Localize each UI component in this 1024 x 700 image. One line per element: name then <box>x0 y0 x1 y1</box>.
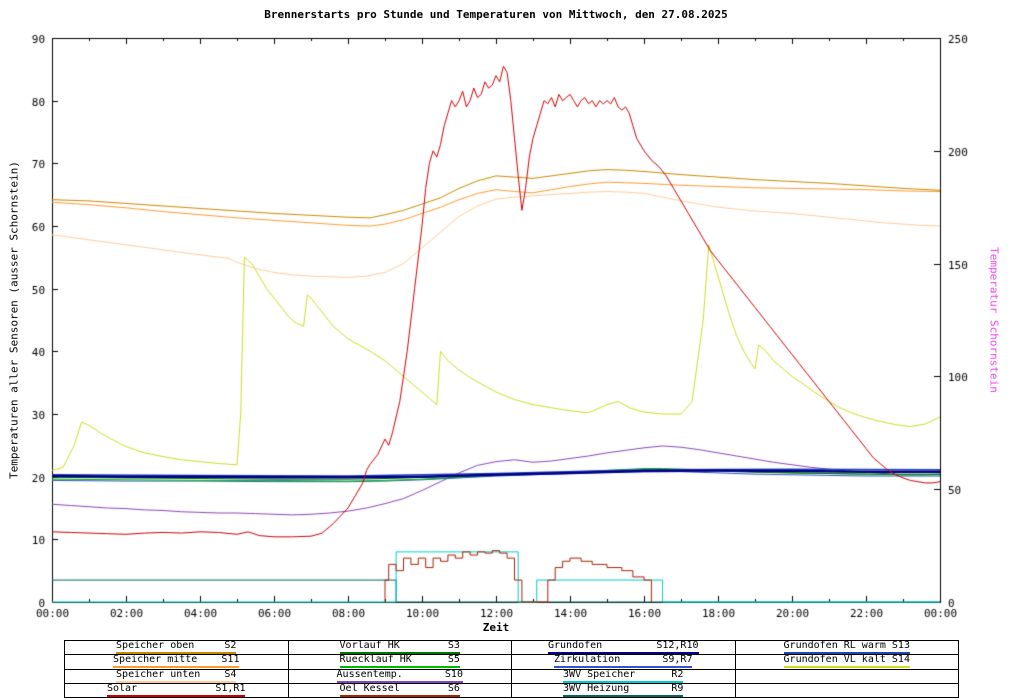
legend-item-empty <box>735 683 959 698</box>
legend-item-label: Ruecklauf HK S5 <box>339 655 460 666</box>
legend-item-label: Solar S1,R1 <box>107 683 246 694</box>
legend-item-label: Grundofen RL warm S13 <box>783 641 910 652</box>
legend-item-color-line <box>563 694 684 697</box>
legend-item: Grundofen S12,R10 <box>512 641 736 656</box>
legend-item: Grundofen VL kalt S14 <box>735 655 959 670</box>
legend-item: Speicher unten S4 <box>65 669 289 684</box>
legend-item-label: Aussentemp. S10 <box>336 669 463 680</box>
legend-item-color-line <box>554 666 693 669</box>
legend-item-color-line <box>783 652 910 655</box>
legend-item-color-line <box>563 680 684 683</box>
legend-item-label: Speicher mitte S11 <box>113 655 240 666</box>
legend-item-color-line <box>547 652 699 655</box>
legend-item-empty <box>735 669 959 684</box>
y-axis-right-label: Temperatur Schornstein <box>987 247 1001 393</box>
legend-item-label: Vorlauf HK S3 <box>339 641 460 652</box>
legend-item-color-line <box>339 666 460 669</box>
legend-item-color-line <box>116 680 237 683</box>
legend-item: 3WV Speicher R2 <box>512 669 736 684</box>
legend-item: 3WV Heizung R9 <box>512 683 736 698</box>
legend-item: Oel Kessel S6 <box>288 683 512 698</box>
legend-item-color-line <box>339 694 460 697</box>
legend-item-color-line <box>783 666 910 669</box>
y-axis-left-label: Temperaturen aller Sensoren (ausser Scho… <box>7 161 21 479</box>
legend-item-label: Zirkulation S9,R7 <box>554 655 693 666</box>
legend-item-label: Oel Kessel S6 <box>339 683 460 694</box>
legend-item-label: Grundofen VL kalt S14 <box>783 655 910 666</box>
legend-item-label: 3WV Heizung R9 <box>563 683 684 694</box>
legend-item: Speicher oben S2 <box>65 641 289 656</box>
legend-item: Ruecklauf HK S5 <box>288 655 512 670</box>
legend-item-color-line <box>336 680 463 683</box>
legend-item-color-line <box>107 694 246 697</box>
x-axis-label: Zeit <box>482 621 510 634</box>
legend-item-color-line <box>339 652 460 655</box>
chart-title: Brennerstarts pro Stunde und Temperature… <box>264 8 728 21</box>
legend-item-color-line <box>116 652 237 655</box>
legend-item-label: Speicher oben S2 <box>116 641 237 652</box>
legend-item: Aussentemp. S10 <box>288 669 512 684</box>
legend-item: Solar S1,R1 <box>65 683 289 698</box>
legend-item-label: 3WV Speicher R2 <box>563 669 684 680</box>
legend: Speicher oben S2 Vorlauf HK S3 Grundofen S… <box>64 640 959 698</box>
legend-item: Grundofen RL warm S13 <box>735 641 959 656</box>
legend-item: Zirkulation S9,R7 <box>512 655 736 670</box>
legend-item-label: Grundofen S12,R10 <box>547 641 699 652</box>
legend-item: Vorlauf HK S3 <box>288 641 512 656</box>
legend-item: Speicher mitte S11 <box>65 655 289 670</box>
legend-item-label: Speicher unten S4 <box>116 669 237 680</box>
legend-item-color-line <box>113 666 240 669</box>
